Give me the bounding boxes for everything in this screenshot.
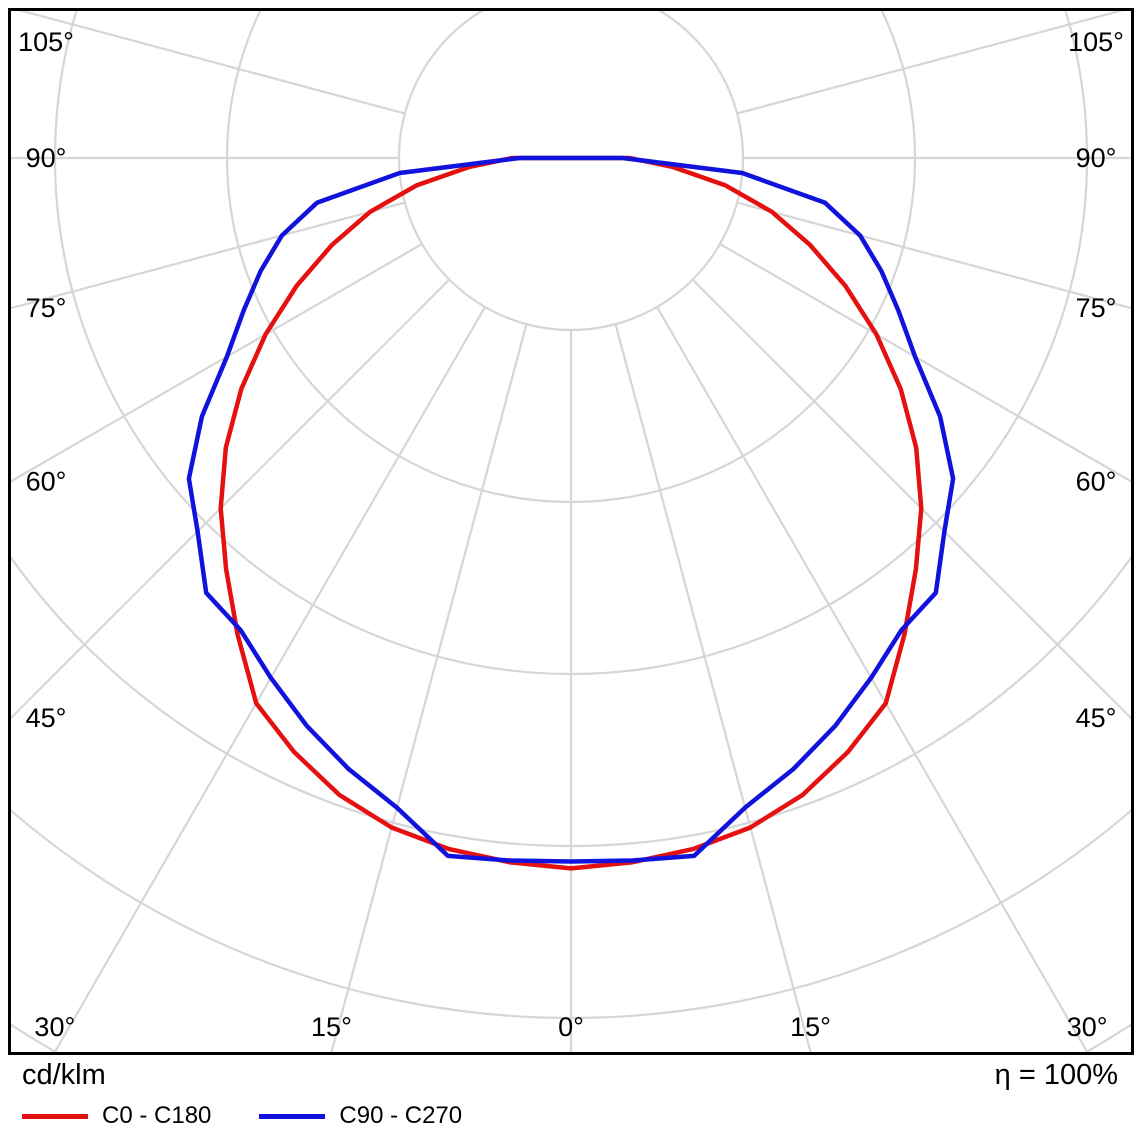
angle-tick-label: 15° <box>790 1012 831 1042</box>
legend-line-c90-c270 <box>259 1113 326 1119</box>
angle-tick-label: 45° <box>1076 703 1117 733</box>
angle-tick-label: 0° <box>558 1012 584 1042</box>
angle-tick-label: 60° <box>26 466 67 496</box>
angle-tick-label: 30° <box>1067 1012 1108 1042</box>
legend-label-c90-c270: C90 - C270 <box>339 1102 463 1129</box>
angle-tick-label: 90° <box>26 143 67 173</box>
angle-tick-label: 105° <box>1068 27 1124 57</box>
angle-tick-label: 15° <box>311 1012 352 1042</box>
chart-legend: C0 - C180 C90 - C270 <box>22 1103 510 1129</box>
angle-tick-label: 75° <box>1076 293 1117 323</box>
angle-tick-label: 75° <box>26 293 67 323</box>
chart-frame <box>8 8 1134 1055</box>
angle-tick-label: 105° <box>18 27 74 57</box>
angle-tick-label: 60° <box>1076 466 1117 496</box>
angle-tick-label: 30° <box>34 1012 75 1042</box>
units-label: cd/klm <box>22 1059 106 1091</box>
angle-labels: 105° 105° 90° 90° 75° 75° 60° 60° 45° 45° 30° 30° 15… <box>18 27 1124 1042</box>
curve-c90-c270 <box>186 155 956 864</box>
legend-label-c0-c180: C0 - C180 <box>102 1102 212 1129</box>
legend-line-c0-c180 <box>22 1113 88 1119</box>
angle-tick-label: 90° <box>1076 143 1117 173</box>
angle-tick-label: 45° <box>26 703 67 733</box>
efficiency-label: η = 100% <box>994 1059 1118 1091</box>
intensity-curves <box>186 155 956 871</box>
curve-c0-c180 <box>218 155 924 871</box>
